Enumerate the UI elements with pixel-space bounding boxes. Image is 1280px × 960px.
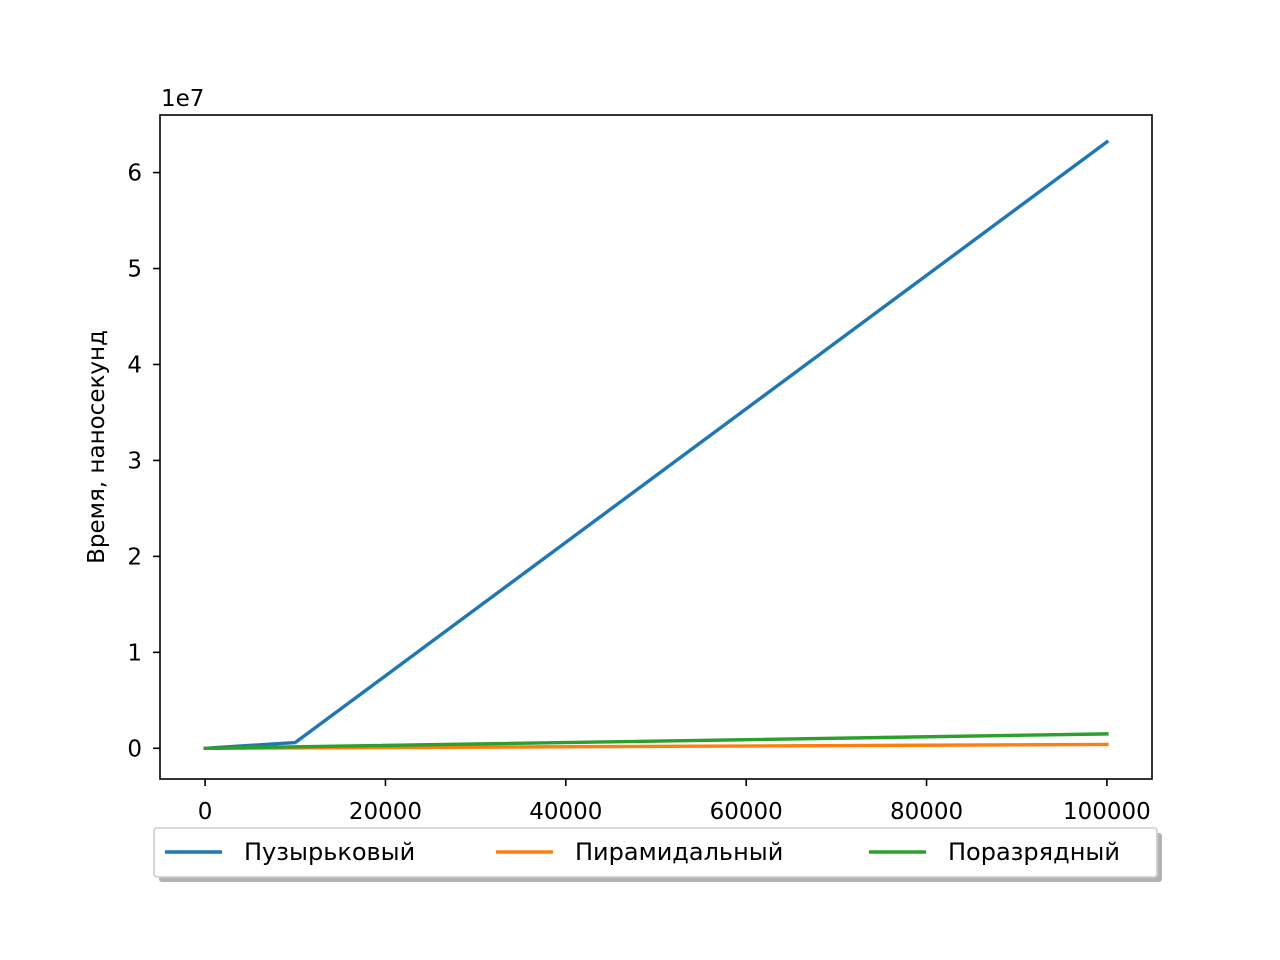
legend-entries: Пузырьковый Пирамидальный Поразрядный xyxy=(165,838,1120,866)
x-tick-label: 60000 xyxy=(710,799,783,825)
y-axis-title: Время, наносекунд xyxy=(84,330,110,564)
y-axis-ticks: 0 1 2 3 4 5 6 xyxy=(127,161,160,762)
x-tick-label: 80000 xyxy=(890,799,963,825)
plot-frame xyxy=(159,114,1153,780)
y-tick-label: 3 xyxy=(127,448,142,474)
legend: Пузырьковый Пирамидальный Поразрядный xyxy=(153,827,1162,882)
x-tick-label: 20000 xyxy=(349,799,422,825)
y-tick-label: 2 xyxy=(127,544,142,570)
legend-label-1: Пузырьковый xyxy=(244,838,415,866)
y-tick-label: 1 xyxy=(127,640,142,666)
plot-lines xyxy=(203,139,1110,751)
y-tick-label: 5 xyxy=(127,257,142,283)
x-tick-label: 100000 xyxy=(1063,799,1151,825)
x-tick-label: 0 xyxy=(198,799,213,825)
legend-label-3: Поразрядный xyxy=(948,838,1120,866)
y-offset-label: 1e7 xyxy=(161,86,204,112)
legend-box xyxy=(153,827,1158,878)
y-tick-label: 6 xyxy=(127,161,142,187)
x-tick-label: 40000 xyxy=(529,799,602,825)
y-tick-label: 4 xyxy=(127,352,142,378)
legend-label-2: Пирамидальный xyxy=(575,838,783,866)
y-tick-label: 0 xyxy=(127,736,142,762)
x-axis-ticks: 0 20000 40000 60000 80000 100000 xyxy=(198,779,1151,825)
series-line-3 xyxy=(203,732,1109,750)
